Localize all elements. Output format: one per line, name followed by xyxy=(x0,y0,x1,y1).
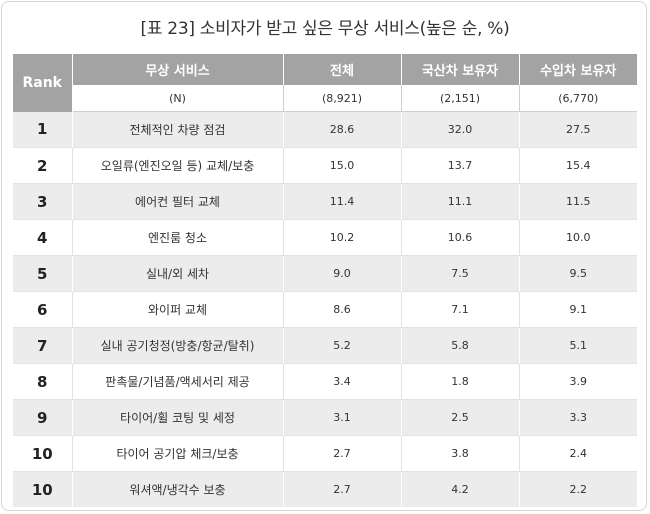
service-cell: 워셔액/냉각수 보충 xyxy=(72,471,284,507)
domestic-cell: 4.2 xyxy=(401,471,520,507)
domestic-cell: 11.1 xyxy=(401,183,520,220)
table-body: 1 전체적인 차량 점검 28.6 32.0 27.5 2 오일류(엔진오일 등) 교체/보… xyxy=(13,111,637,507)
rank-cell: 9 xyxy=(13,399,73,436)
rank-cell: 8 xyxy=(13,363,73,400)
data-table: Rank 무상 서비스 전체 국산차 보유자 수입차 보유자 (N) (8,92… xyxy=(13,54,637,507)
total-cell: 15.0 xyxy=(283,147,402,184)
sample-size-domestic: (2,151) xyxy=(401,85,520,112)
imported-cell: 3.9 xyxy=(519,363,637,400)
rank-cell: 6 xyxy=(13,291,73,328)
total-cell: 9.0 xyxy=(283,255,402,292)
service-cell: 에어컨 필터 교체 xyxy=(72,183,284,220)
imported-cell: 11.5 xyxy=(519,183,637,220)
header-imported: 수입차 보유자 xyxy=(519,54,637,85)
service-cell: 실내/외 세차 xyxy=(72,255,284,292)
service-cell: 전체적인 차량 점검 xyxy=(72,111,284,148)
table-title: [표 23] 소비자가 받고 싶은 무상 서비스(높은 순, %) xyxy=(140,19,510,39)
service-cell: 판촉물/기념품/액세서리 제공 xyxy=(72,363,284,400)
sample-size-label: (N) xyxy=(72,85,284,112)
table-row: 10 타이어 공기압 체크/보충 2.7 3.8 2.4 xyxy=(13,435,637,472)
sample-size-total: (8,921) xyxy=(283,85,402,112)
domestic-cell: 13.7 xyxy=(401,147,520,184)
domestic-cell: 7.5 xyxy=(401,255,520,292)
total-cell: 28.6 xyxy=(283,111,402,148)
sample-size-imported: (6,770) xyxy=(519,85,637,112)
header-domestic: 국산차 보유자 xyxy=(401,54,520,85)
table-row: 4 엔진룸 청소 10.2 10.6 10.0 xyxy=(13,219,637,256)
table-row: 7 실내 공기청정(방충/항균/탈취) 5.2 5.8 5.1 xyxy=(13,327,637,364)
domestic-cell: 32.0 xyxy=(401,111,520,148)
table-row: 2 오일류(엔진오일 등) 교체/보충 15.0 13.7 15.4 xyxy=(13,147,637,184)
imported-cell: 2.2 xyxy=(519,471,637,507)
rank-cell: 7 xyxy=(13,327,73,364)
rank-cell: 3 xyxy=(13,183,73,220)
service-cell: 타이어/휠 코팅 및 세정 xyxy=(72,399,284,436)
domestic-cell: 3.8 xyxy=(401,435,520,472)
sample-size-row: (N) (8,921) (2,151) (6,770) xyxy=(13,85,637,112)
imported-cell: 15.4 xyxy=(519,147,637,184)
header-row: Rank 무상 서비스 전체 국산차 보유자 수입차 보유자 xyxy=(13,54,637,112)
domestic-cell: 2.5 xyxy=(401,399,520,436)
table-row: 1 전체적인 차량 점검 28.6 32.0 27.5 xyxy=(13,111,637,148)
imported-cell: 9.5 xyxy=(519,255,637,292)
total-cell: 10.2 xyxy=(283,219,402,256)
table-row: 6 와이퍼 교체 8.6 7.1 9.1 xyxy=(13,291,637,328)
total-cell: 3.1 xyxy=(283,399,402,436)
total-cell: 3.4 xyxy=(283,363,402,400)
rank-cell: 10 xyxy=(13,435,73,472)
total-cell: 2.7 xyxy=(283,471,402,507)
rank-cell: 2 xyxy=(13,147,73,184)
rank-cell: 1 xyxy=(13,111,73,148)
domestic-cell: 7.1 xyxy=(401,291,520,328)
imported-cell: 2.4 xyxy=(519,435,637,472)
header-rank: Rank xyxy=(13,54,73,112)
service-cell: 오일류(엔진오일 등) 교체/보충 xyxy=(72,147,284,184)
service-cell: 엔진룸 청소 xyxy=(72,219,284,256)
table-row: 10 워셔액/냉각수 보충 2.7 4.2 2.2 xyxy=(13,471,637,507)
rank-cell: 10 xyxy=(13,471,73,507)
imported-cell: 27.5 xyxy=(519,111,637,148)
table-row: 9 타이어/휠 코팅 및 세정 3.1 2.5 3.3 xyxy=(13,399,637,436)
domestic-cell: 5.8 xyxy=(401,327,520,364)
rank-cell: 4 xyxy=(13,219,73,256)
service-cell: 실내 공기청정(방충/항균/탈취) xyxy=(72,327,284,364)
domestic-cell: 10.6 xyxy=(401,219,520,256)
total-cell: 5.2 xyxy=(283,327,402,364)
table-row: 8 판촉물/기념품/액세서리 제공 3.4 1.8 3.9 xyxy=(13,363,637,400)
rank-cell: 5 xyxy=(13,255,73,292)
imported-cell: 3.3 xyxy=(519,399,637,436)
total-cell: 8.6 xyxy=(283,291,402,328)
total-cell: 2.7 xyxy=(283,435,402,472)
header-service: 무상 서비스 xyxy=(72,54,284,85)
table-row: 5 실내/외 세차 9.0 7.5 9.5 xyxy=(13,255,637,292)
domestic-cell: 1.8 xyxy=(401,363,520,400)
service-cell: 와이퍼 교체 xyxy=(72,291,284,328)
imported-cell: 9.1 xyxy=(519,291,637,328)
table-row: 3 에어컨 필터 교체 11.4 11.1 11.5 xyxy=(13,183,637,220)
service-cell: 타이어 공기압 체크/보충 xyxy=(72,435,284,472)
total-cell: 11.4 xyxy=(283,183,402,220)
imported-cell: 5.1 xyxy=(519,327,637,364)
header-total: 전체 xyxy=(283,54,402,85)
imported-cell: 10.0 xyxy=(519,219,637,256)
